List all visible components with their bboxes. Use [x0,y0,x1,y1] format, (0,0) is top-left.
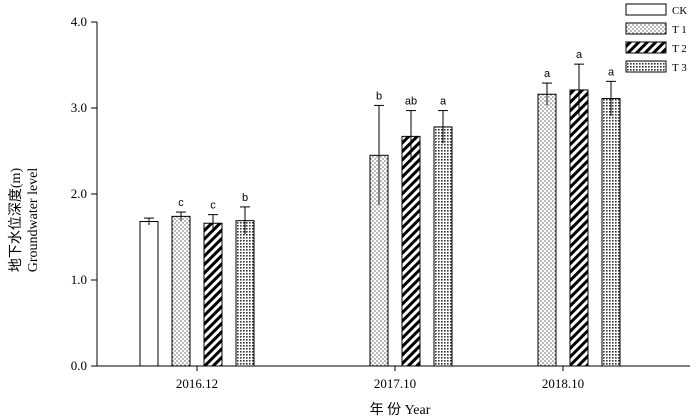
bar [401,135,421,367]
y-axis-title-en: Groundwater level [26,168,41,273]
y-tick-label: 3.0 [71,100,87,115]
bar [171,215,191,367]
bar [139,221,159,367]
x-axis-title: 年 份 Year [370,402,431,418]
legend-label: CK [672,5,687,17]
bar [537,93,557,367]
significance-label: b [376,90,382,102]
bar [569,89,589,367]
significance-label: ab [405,96,417,108]
x-tick-label: 2017.10 [374,376,416,391]
bar [203,222,223,367]
significance-label: a [544,68,551,80]
x-tick-label: 2016.12 [176,376,218,391]
legend-swatch [625,22,667,35]
y-tick-label: 1.0 [71,272,87,287]
legend: CK T 1 T 2 T 3 [625,3,687,74]
bar [433,126,453,367]
labels: c c b b ab a a a a [178,49,615,212]
significance-label: c [210,200,216,212]
bar [235,220,255,367]
x-tick-label: 2018.10 [542,376,584,391]
legend-swatch [625,60,667,73]
significance-label: a [608,66,615,78]
legend-swatch [625,41,667,54]
significance-label: a [576,49,583,61]
bars [139,63,621,367]
y-tick-label: 2.0 [71,186,87,201]
y-axis-title-cn: 地下水位深度(m) [8,168,24,273]
legend-label: T 3 [672,62,687,74]
significance-label: c [178,197,184,209]
y-tick-label: 0.0 [71,358,87,373]
significance-label: b [242,192,248,204]
axes: 0.0 1.0 2.0 3.0 4.0 2016.12 2017.10 2018.10 [71,14,690,391]
significance-label: a [440,96,447,108]
legend-label: T 2 [672,43,687,55]
legend-swatch [625,3,667,16]
bar [601,98,621,367]
legend-label: T 1 [672,24,687,36]
y-tick-label: 4.0 [71,14,87,29]
